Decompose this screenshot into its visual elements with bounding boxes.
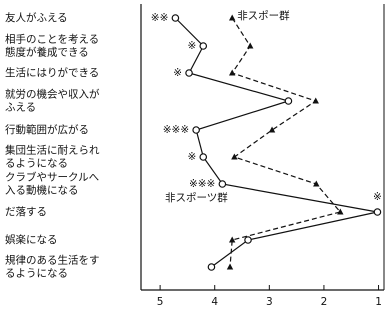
significance-label: ※※ [151, 12, 169, 24]
point [218, 180, 227, 188]
significance-label: ※ [187, 40, 196, 52]
point [192, 126, 200, 134]
significance-label: ※※※ [163, 124, 189, 136]
point [207, 263, 216, 271]
series-line [229, 17, 342, 268]
category-label: だ落する [5, 206, 47, 218]
point [199, 153, 208, 161]
category-label: 集団生活に耐えられるようになる [5, 144, 100, 170]
category-label: 行動範囲が広がる [5, 123, 89, 136]
category-label: クラブやサークルへ入る動機になる [5, 171, 99, 197]
point [171, 14, 180, 22]
point [373, 208, 382, 216]
category-label: 相手のことを考える態度が養成できる [5, 33, 99, 59]
category-label: 規律のある生活をするようになる [5, 254, 100, 280]
x-tick-label: 4 [211, 296, 218, 308]
point [231, 153, 238, 160]
point [228, 236, 236, 243]
point [226, 263, 234, 270]
point [268, 126, 276, 133]
category-label: 生活にはりができる [5, 66, 99, 79]
point [247, 42, 254, 49]
category-label: 友人がふえる [5, 11, 68, 24]
point [199, 42, 208, 50]
significance-label: ※ [373, 191, 382, 203]
category-label: 娯楽になる [5, 233, 58, 246]
significance-label: ※※※ [189, 178, 215, 190]
x-tick-label: 3 [266, 296, 273, 308]
point [312, 97, 319, 104]
x-tick-label: 2 [321, 296, 328, 308]
point [284, 97, 293, 105]
legend-label: 非スポーツ群 [165, 191, 228, 204]
significance-label: ※ [187, 151, 196, 163]
point [244, 236, 252, 244]
point [337, 208, 344, 215]
category-label: 就労の機会や収入がふえる [5, 88, 100, 114]
significance-label: ※ [173, 67, 182, 79]
series-line [174, 17, 378, 268]
point [313, 180, 320, 187]
x-tick-label: 5 [157, 296, 164, 308]
point [228, 14, 236, 21]
legend-label: 非スポー群 [237, 9, 290, 22]
point [228, 69, 236, 76]
point [185, 69, 193, 77]
x-tick-label: 1 [375, 296, 382, 308]
